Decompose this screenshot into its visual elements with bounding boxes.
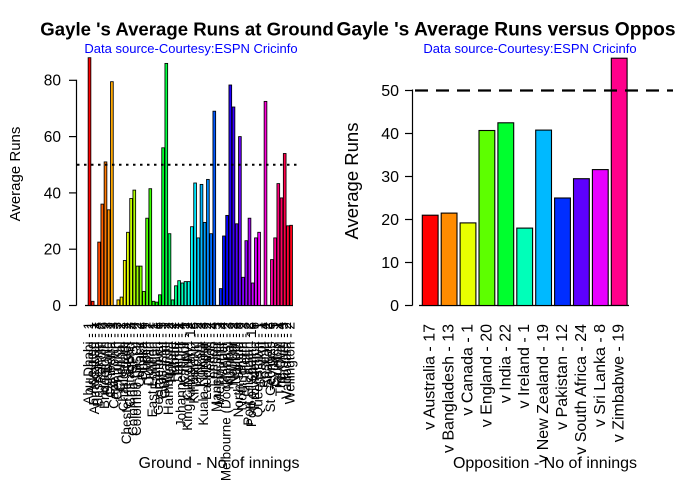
svg-text:Nairobi - 3: Nairobi - 3 <box>228 322 243 384</box>
svg-text:Cape Town - 3: Cape Town - 3 <box>106 322 121 409</box>
svg-text:Chennai - 2: Chennai - 2 <box>113 322 128 392</box>
svg-text:Bridgetown - 9: Bridgetown - 9 <box>97 322 112 409</box>
svg-text:Johannesburg - 4: Johannesburg - 4 <box>174 322 189 428</box>
svg-text:20: 20 <box>381 212 399 229</box>
svg-text:Chester-le-Street - 2: Chester-le-Street - 2 <box>119 322 134 444</box>
svg-text:Benoni - 2: Benoni - 2 <box>94 322 109 384</box>
svg-text:v England - 20: v England - 20 <box>478 324 495 427</box>
svg-text:Providence - 6: Providence - 6 <box>247 322 262 409</box>
svg-text:10: 10 <box>381 255 399 272</box>
svg-text:Harare - 2: Harare - 2 <box>164 322 179 383</box>
svg-text:Adelaide - 1: Adelaide - 1 <box>84 322 99 394</box>
svg-text:Kolkata - 2: Kolkata - 2 <box>193 322 208 387</box>
svg-text:Dublin - 1: Dublin - 1 <box>138 322 153 380</box>
svg-text:Dhaka - 6: Dhaka - 6 <box>135 322 150 381</box>
svg-text:Kochi - 2: Kochi - 2 <box>190 322 205 375</box>
svg-text:Ahmedabad - 1: Ahmedabad - 1 <box>87 322 102 414</box>
svg-text:Leeds - 2: Leeds - 2 <box>202 322 217 378</box>
svg-text:Hambantota - 2: Hambantota - 2 <box>161 322 176 415</box>
svg-text:Kanpur - 1: Kanpur - 1 <box>177 322 192 385</box>
svg-text:Hobart - 2: Hobart - 2 <box>167 322 182 382</box>
svg-text:Melbourne - 3: Melbourne - 3 <box>212 322 227 405</box>
svg-text:Lauderhill - 2: Lauderhill - 2 <box>199 322 214 400</box>
svg-text:Canberra - 1: Canberra - 1 <box>103 322 118 398</box>
svg-text:Brisbane - 3: Brisbane - 3 <box>100 322 115 395</box>
svg-text:40: 40 <box>381 126 399 143</box>
svg-text:v Pakistan - 12: v Pakistan - 12 <box>554 324 571 430</box>
svg-text:v New Zealand - 19: v New Zealand - 19 <box>535 324 552 463</box>
svg-text:Manchester - 3: Manchester - 3 <box>209 322 224 412</box>
svg-text:40: 40 <box>44 185 62 202</box>
svg-text:Queenstown - 1: Queenstown - 1 <box>250 322 265 417</box>
svg-text:North Sound - 8: North Sound - 8 <box>231 322 246 417</box>
svg-text:Gayle 's Average Runs at Groun: Gayle 's Average Runs at Ground <box>40 19 333 40</box>
svg-text:20: 20 <box>44 242 62 259</box>
svg-text:v Canada - 1: v Canada - 1 <box>460 324 477 416</box>
svg-text:Sydney - 5: Sydney - 5 <box>266 322 281 387</box>
svg-text:Rajkot - 1: Rajkot - 1 <box>254 322 269 380</box>
svg-text:St George's - 6: St George's - 6 <box>263 322 278 412</box>
svg-text:v India - 22: v India - 22 <box>497 324 514 403</box>
svg-text:Cuttack - 2: Cuttack - 2 <box>132 322 147 387</box>
svg-text:Kuala Lumpur - 3: Kuala Lumpur - 3 <box>196 322 211 426</box>
svg-text:80: 80 <box>44 73 62 90</box>
svg-text:Jaipur - 1: Jaipur - 1 <box>170 322 185 378</box>
svg-text:Abu Dhabi - 1: Abu Dhabi - 1 <box>81 322 96 405</box>
svg-text:Sharjah - 2: Sharjah - 2 <box>260 322 275 388</box>
svg-text:East London - 1: East London - 1 <box>145 322 160 417</box>
svg-text:Guwahati - 1: Guwahati - 1 <box>158 322 173 399</box>
svg-text:King City (NW) - 2: King City (NW) - 2 <box>180 322 195 431</box>
svg-text:Wellington - 2: Wellington - 2 <box>282 322 297 404</box>
svg-text:Kingston - 12: Kingston - 12 <box>183 322 198 402</box>
svg-text:30: 30 <box>381 169 399 186</box>
svg-text:Basseterre - 4: Basseterre - 4 <box>90 322 105 407</box>
svg-text:Data source-Courtesy:ESPN Cric: Data source-Courtesy:ESPN Cricinfo <box>423 41 636 56</box>
svg-text:60: 60 <box>44 129 62 146</box>
svg-text:Toronto - 3: Toronto - 3 <box>276 322 291 387</box>
svg-text:Gayle 's Average Runs versus O: Gayle 's Average Runs versus Opposition <box>337 20 676 41</box>
svg-text:Vadodara - 2: Vadodara - 2 <box>279 322 294 399</box>
svg-text:Nottingham - 2: Nottingham - 2 <box>234 322 249 411</box>
svg-text:Ground - No of innings: Ground - No of innings <box>139 455 300 472</box>
svg-text:Centurion - 3: Centurion - 3 <box>110 322 125 400</box>
svg-text:Taunton - 1: Taunton - 1 <box>270 322 285 390</box>
svg-text:v South Africa - 24: v South Africa - 24 <box>573 324 590 455</box>
svg-text:Port Elizabeth - 2: Port Elizabeth - 2 <box>241 322 256 426</box>
svg-text:Kingstown - 6: Kingstown - 6 <box>186 322 201 404</box>
svg-text:Chandigarh - 1: Chandigarh - 1 <box>116 322 131 411</box>
svg-text:v Ireland - 1: v Ireland - 1 <box>516 324 533 409</box>
svg-text:Opposition - No of innings: Opposition - No of innings <box>453 455 637 472</box>
svg-text:v Zimbabwe - 19: v Zimbabwe - 19 <box>611 324 628 442</box>
svg-text:Mumbai - 3: Mumbai - 3 <box>222 322 237 390</box>
svg-text:Durban - 2: Durban - 2 <box>142 322 157 386</box>
svg-text:Mirpur - 4: Mirpur - 4 <box>215 322 230 380</box>
svg-text:Roseau - 4: Roseau - 4 <box>257 322 272 389</box>
svg-text:The Oval - 4: The Oval - 4 <box>273 322 288 397</box>
svg-text:Chittagong - 3: Chittagong - 3 <box>122 322 137 407</box>
svg-text:v Sri Lanka - 8: v Sri Lanka - 8 <box>592 324 609 427</box>
svg-text:50: 50 <box>381 83 399 100</box>
svg-text:0: 0 <box>390 298 399 315</box>
svg-text:Georgetown - 6: Georgetown - 6 <box>151 322 166 415</box>
svg-text:Gros Islet - 5: Gros Islet - 5 <box>154 322 169 399</box>
svg-text:Melbourne (Docklands) - 2: Melbourne (Docklands) - 2 <box>218 322 233 481</box>
svg-text:v Bangladesh - 13: v Bangladesh - 13 <box>441 324 458 453</box>
svg-text:Fatullah - 1: Fatullah - 1 <box>148 322 163 390</box>
svg-text:Colombo (RPS) - 4: Colombo (RPS) - 4 <box>126 322 141 437</box>
svg-text:London - 4: London - 4 <box>206 322 221 387</box>
svg-text:Colombo (SSC) - 2: Colombo (SSC) - 2 <box>129 322 144 436</box>
svg-text:Perth - 3: Perth - 3 <box>238 322 253 374</box>
svg-text:Nagpur - 2: Nagpur - 2 <box>225 322 240 386</box>
svg-text:0: 0 <box>52 298 61 315</box>
svg-text:Average Runs: Average Runs <box>341 123 362 240</box>
svg-text:Average Runs: Average Runs <box>7 127 24 222</box>
svg-text:Port of Spain - 16: Port of Spain - 16 <box>244 322 259 427</box>
svg-text:Data source-Courtesy:ESPN Cric: Data source-Courtesy:ESPN Cricinfo <box>84 41 297 56</box>
svg-text:v Australia - 17: v Australia - 17 <box>422 324 439 430</box>
